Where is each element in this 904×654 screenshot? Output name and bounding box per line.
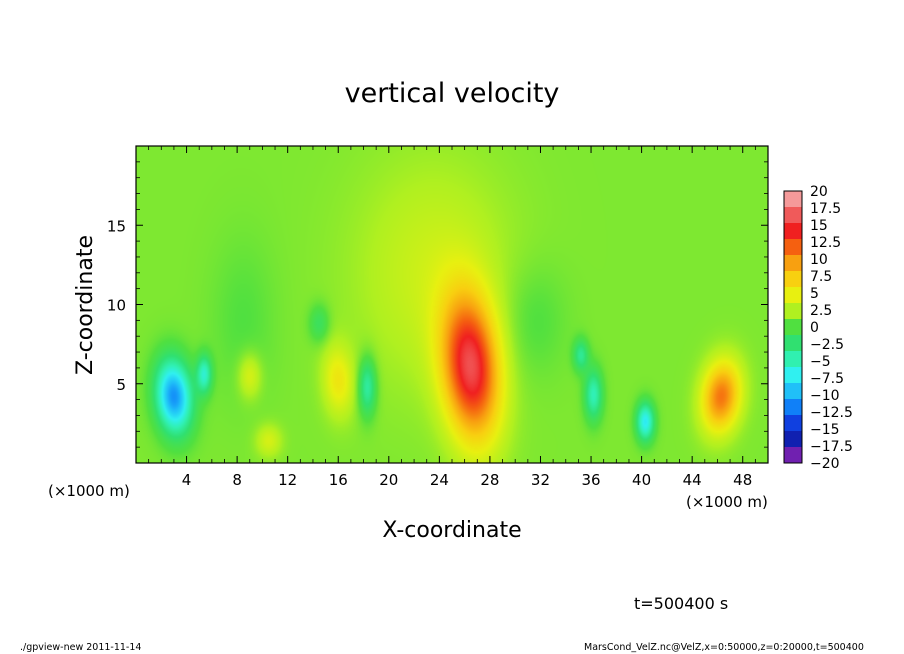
colorbar-swatch <box>784 335 802 352</box>
colorbar-swatch <box>784 319 802 336</box>
x-tick-label: 24 <box>430 471 449 489</box>
colorbar-label: 0 <box>810 320 819 336</box>
colorbar-swatch <box>784 431 802 448</box>
colorbar-label: 17.5 <box>810 201 841 217</box>
colorbar-label: 12.5 <box>810 235 841 251</box>
colorbar-swatch <box>784 223 802 240</box>
x-tick-label: 48 <box>733 471 752 489</box>
chart-title: vertical velocity <box>345 78 560 109</box>
colorbar-frame <box>783 190 803 464</box>
x-axis: 4 8 12 16 20 24 28 32 36 40 44 48 <box>148 146 756 489</box>
x-tick-label: 8 <box>232 471 242 489</box>
program-label: ./gpview-new 2011-11-14 <box>20 642 141 653</box>
colorbar-label: −17.5 <box>810 439 853 455</box>
time-label: t=500400 s <box>634 594 728 613</box>
x-tick-label: 36 <box>581 471 600 489</box>
colorbar-label: −12.5 <box>810 405 853 421</box>
y-tick-label: 15 <box>107 217 126 235</box>
x-tick-label: 44 <box>683 471 702 489</box>
x-tick-label: 4 <box>182 471 192 489</box>
colorbar-swatch <box>784 239 802 256</box>
colorbar-label: −15 <box>810 422 840 438</box>
colorbar-label: −7.5 <box>810 371 844 387</box>
x-tick-label: 32 <box>531 471 550 489</box>
colorbar-label: 15 <box>810 218 828 234</box>
x-axis-label: X-coordinate <box>382 518 521 543</box>
colorbar-label: −5 <box>810 354 831 370</box>
colorbar-label: 5 <box>810 286 819 302</box>
x-tick-label: 40 <box>632 471 651 489</box>
colorbar-label: −10 <box>810 388 840 404</box>
y-tick-label: 5 <box>116 376 126 394</box>
colorbar-swatch <box>784 415 802 432</box>
colorbar-label: −2.5 <box>810 337 844 353</box>
source-label: MarsCond_VelZ.nc@VelZ,x=0:50000,z=0:2000… <box>584 642 864 653</box>
colorbar-swatch <box>784 383 802 400</box>
colorbar-label: 2.5 <box>810 303 832 319</box>
x-tick-label: 28 <box>480 471 499 489</box>
colorbar-swatch <box>784 447 802 464</box>
x-tick-label: 20 <box>379 471 398 489</box>
colorbar-label: 20 <box>810 184 828 200</box>
colorbar-swatch <box>784 271 802 288</box>
colorbar-swatch <box>784 207 802 224</box>
y-tick-label: 10 <box>107 297 126 315</box>
x-tick-label: 12 <box>278 471 297 489</box>
y-axis: 5 10 15 <box>107 161 768 448</box>
colorbar: 2017.51512.5107.552.50−2.5−5−7.5−10−12.5… <box>783 184 853 472</box>
colorbar-swatch <box>784 351 802 368</box>
colorbar-swatch <box>784 255 802 272</box>
colorbar-swatch <box>784 191 802 208</box>
colorbar-swatch <box>784 303 802 320</box>
y-axis-label: Z-coordinate <box>73 235 98 375</box>
colorbar-label: −20 <box>810 456 840 472</box>
heatmap-field <box>136 146 768 463</box>
colorbar-swatch <box>784 367 802 384</box>
colorbar-swatch <box>784 399 802 416</box>
colorbar-swatch <box>784 287 802 304</box>
colorbar-label: 7.5 <box>810 269 832 285</box>
colorbar-label: 10 <box>810 252 828 268</box>
x-unit-note: (×1000 m) <box>48 482 130 500</box>
x-tick-label: 16 <box>329 471 348 489</box>
x-unit-note-right: (×1000 m) <box>686 493 768 511</box>
